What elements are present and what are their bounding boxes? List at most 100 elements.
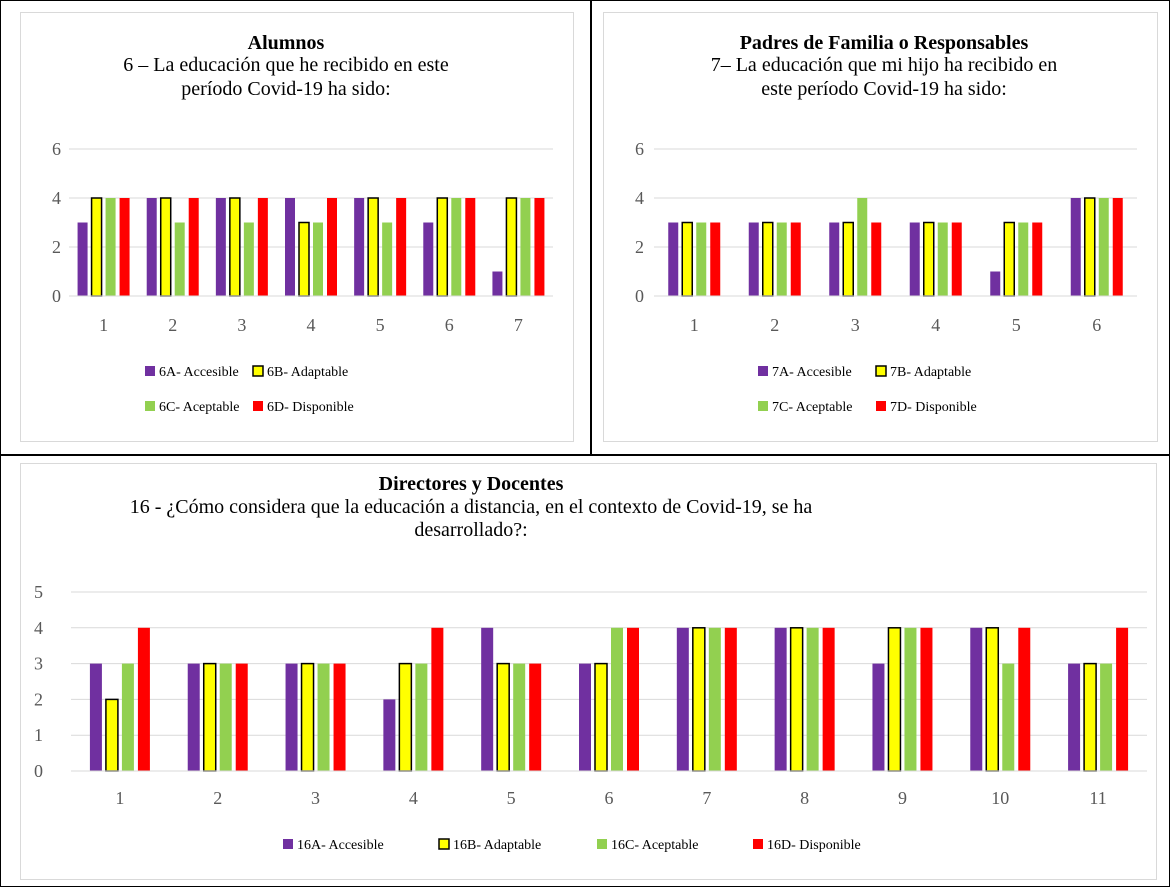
legend-swatch-d — [876, 401, 886, 411]
y-tick-label: 3 — [34, 654, 43, 674]
y-tick-label: 2 — [52, 237, 61, 257]
bar-b-cat-2 — [159, 197, 172, 297]
bar-b-cat-5 — [1003, 221, 1015, 297]
vertical-divider — [590, 0, 592, 455]
legend-label: 16D- Disponible — [767, 838, 861, 853]
chart-title: Alumnos — [248, 32, 325, 54]
bar-a-cat-5 — [481, 627, 494, 771]
bar-d-cat-5 — [529, 663, 542, 771]
bar-a-cat-2 — [187, 663, 200, 771]
bar-a-cat-3 — [829, 222, 840, 296]
bar-b-cat-9 — [887, 627, 902, 772]
bar-d-cat-7 — [724, 627, 737, 771]
bar-b-cat-1 — [90, 197, 103, 297]
bar-c-cat-8 — [806, 627, 819, 771]
bar-d-cat-3 — [871, 222, 882, 296]
chart-subtitle: 6 – La educación que he recibido en este — [123, 54, 449, 76]
bar-d-cat-1 — [119, 198, 130, 296]
bar-d-cat-2 — [188, 198, 199, 296]
legend-label: 16C- Aceptable — [611, 838, 698, 853]
legend-label: 6B- Adaptable — [267, 365, 348, 380]
bar-c-cat-1 — [121, 663, 134, 771]
x-tick-label: 4 — [931, 315, 940, 335]
bar-c-cat-2 — [776, 222, 787, 296]
chart-panel-alumnos: Alumnos 6 – La educación que he recibido … — [20, 12, 574, 442]
x-tick-label: 7 — [702, 788, 711, 808]
bar-d-cat-7 — [534, 198, 545, 296]
y-tick-label: 6 — [52, 139, 61, 159]
bar-c-cat-11 — [1100, 663, 1113, 771]
x-tick-label: 9 — [898, 788, 907, 808]
x-tick-label: 3 — [311, 788, 320, 808]
bar-a-cat-3 — [285, 663, 298, 771]
horizontal-divider — [0, 454, 1170, 456]
bar-a-cat-1 — [77, 222, 88, 296]
bar-a-cat-7 — [676, 627, 689, 771]
bar-b-cat-4 — [398, 662, 413, 772]
bar-a-cat-3 — [215, 198, 226, 296]
legend-label: 7B- Adaptable — [890, 365, 971, 380]
bar-a-cat-10 — [970, 627, 983, 771]
x-tick-label: 11 — [1089, 788, 1106, 808]
bar-c-cat-6 — [611, 627, 623, 771]
x-tick-label: 2 — [770, 315, 779, 335]
x-tick-label: 4 — [409, 788, 418, 808]
x-tick-label: 1 — [690, 315, 699, 335]
bar-a-cat-6 — [579, 663, 591, 771]
bar-a-cat-2 — [146, 198, 157, 296]
bar-b-cat-4 — [298, 221, 310, 297]
bar-d-cat-3 — [257, 198, 268, 296]
bar-b-cat-2 — [202, 662, 217, 772]
x-tick-label: 1 — [115, 788, 124, 808]
bar-c-cat-2 — [174, 222, 185, 296]
bar-c-cat-6 — [1098, 198, 1109, 296]
bar-d-cat-2 — [235, 663, 248, 771]
bar-c-cat-4 — [415, 663, 428, 771]
y-tick-label: 2 — [635, 237, 644, 257]
bar-b-cat-3 — [300, 662, 315, 772]
legend-label: 16A- Accesible — [297, 838, 384, 853]
bar-b-cat-5 — [496, 662, 510, 772]
chart-title: Directores y Docentes — [379, 473, 564, 495]
bar-d-cat-6 — [465, 198, 476, 296]
y-tick-label: 5 — [34, 582, 43, 602]
x-tick-label: 5 — [376, 315, 385, 335]
chart-title: Padres de Familia o Responsables — [740, 32, 1029, 54]
bar-a-cat-4 — [285, 198, 295, 296]
legend-swatch-b — [438, 838, 450, 850]
chart-subtitle: período Covid-19 ha sido: — [181, 78, 390, 100]
bar-c-cat-3 — [317, 663, 330, 771]
legend-label: 6D- Disponible — [267, 400, 354, 415]
chart-subtitle: este período Covid-19 ha sido: — [761, 78, 1007, 100]
bar-d-cat-2 — [790, 222, 801, 296]
y-tick-label: 0 — [34, 761, 43, 781]
legend-label: 7D- Disponible — [890, 400, 977, 415]
bar-c-cat-5 — [1018, 222, 1029, 296]
bar-b-cat-6 — [436, 197, 449, 297]
chart-panel-directores: Directores y Docentes 16 - ¿Cómo consider… — [20, 463, 1157, 880]
x-tick-label: 2 — [168, 315, 177, 335]
legend-label: 16B- Adaptable — [453, 838, 541, 853]
bar-b-cat-6 — [594, 662, 608, 772]
bar-d-cat-4 — [431, 627, 444, 771]
bar-c-cat-6 — [451, 198, 462, 296]
legend-swatch-c — [758, 401, 768, 411]
legend-label: 6A- Accesible — [159, 365, 239, 380]
bar-a-cat-11 — [1068, 663, 1081, 771]
bar-b-cat-7 — [692, 627, 706, 772]
bar-b-cat-8 — [789, 627, 804, 772]
bar-d-cat-6 — [627, 627, 639, 771]
bar-c-cat-7 — [708, 627, 721, 771]
bar-b-cat-7 — [505, 197, 518, 297]
bar-c-cat-1 — [696, 222, 707, 296]
bar-b-cat-3 — [229, 197, 241, 297]
chart-subtitle: desarrollado?: — [414, 519, 527, 541]
bar-c-cat-3 — [857, 198, 868, 296]
bar-c-cat-4 — [313, 222, 323, 296]
legend-swatch-a — [283, 839, 293, 849]
x-tick-label: 6 — [445, 315, 454, 335]
legend-swatch-d — [753, 839, 763, 849]
x-tick-label: 5 — [1012, 315, 1021, 335]
x-tick-label: 3 — [237, 315, 246, 335]
